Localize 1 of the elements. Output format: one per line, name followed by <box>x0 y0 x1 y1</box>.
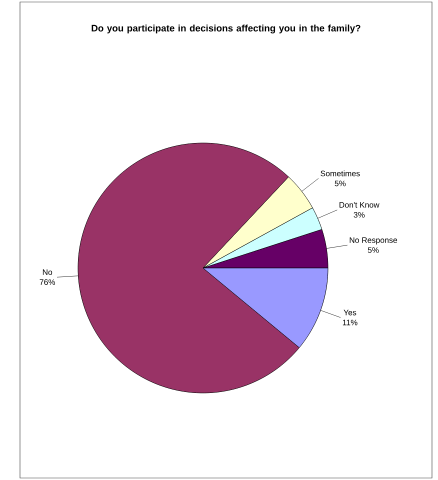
chart-title: Do you participate in decisions affecting you in the family? <box>92 24 360 34</box>
